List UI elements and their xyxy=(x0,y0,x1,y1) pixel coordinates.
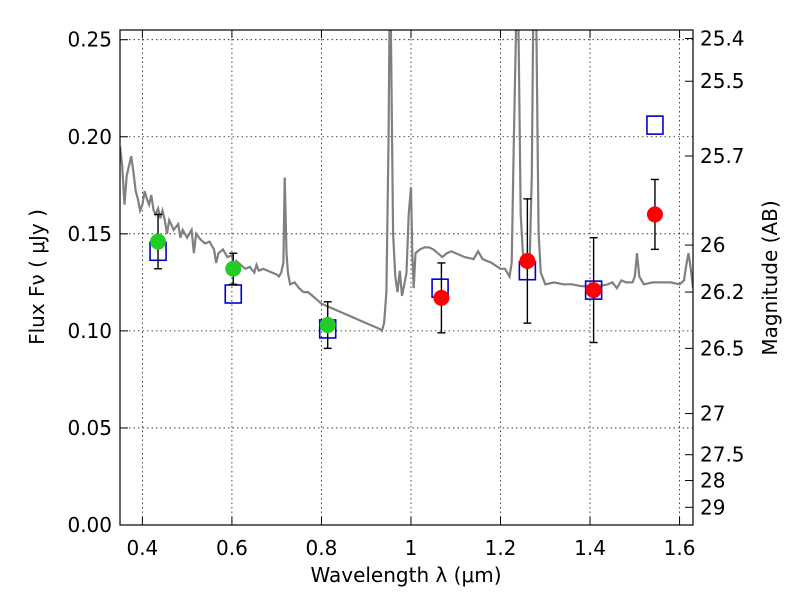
optical-point xyxy=(150,233,167,250)
x-tick-label: 1 xyxy=(405,536,418,560)
y-tick-label: 0.25 xyxy=(67,28,112,52)
model-point xyxy=(646,115,664,135)
optical-point xyxy=(225,260,242,277)
right-tick-label: 29 xyxy=(700,495,725,519)
right-axis-label: Magnitude (AB) xyxy=(758,200,782,355)
data-points xyxy=(149,115,664,350)
y-axis-ticks: 0.00 0.05 0.10 0.15 0.20 0.25 xyxy=(67,28,128,537)
right-tick-label: 25.4 xyxy=(700,27,745,51)
grid-lines xyxy=(120,30,693,525)
right-tick-label: 25.7 xyxy=(700,144,745,168)
x-axis-ticks: 0.4 0.6 0.8 1 1.2 1.4 1.6 xyxy=(126,30,695,560)
y-tick-label: 0.15 xyxy=(67,222,112,246)
right-tick-label: 27.5 xyxy=(700,443,745,467)
model-spectrum xyxy=(120,30,693,333)
y-tick-label: 0.05 xyxy=(67,416,112,440)
x-tick-label: 0.4 xyxy=(126,536,158,560)
y-tick-label: 0.10 xyxy=(67,319,112,343)
optical-point xyxy=(319,317,336,334)
right-tick-label: 26.5 xyxy=(700,336,745,360)
x-axis-label: Wavelength λ (μm) xyxy=(310,563,501,587)
y-tick-label: 0.00 xyxy=(67,513,112,537)
nir-point xyxy=(585,282,602,299)
x-tick-label: 1.6 xyxy=(664,536,696,560)
x-tick-label: 0.8 xyxy=(306,536,338,560)
nir-point xyxy=(646,206,663,223)
right-tick-label: 27 xyxy=(700,402,725,426)
model-point xyxy=(224,284,243,304)
model-spectrum-line xyxy=(120,30,693,333)
y-axis-label: Flux Fν ( μJy ) xyxy=(25,209,49,345)
plot-frame xyxy=(119,29,694,526)
right-tick-label: 26.2 xyxy=(700,280,745,304)
nir-point xyxy=(433,289,450,306)
right-tick-label: 26 xyxy=(700,233,725,257)
right-tick-label: 25.5 xyxy=(700,69,745,93)
x-tick-label: 1.4 xyxy=(574,536,606,560)
y-tick-label: 0.20 xyxy=(67,125,112,149)
x-tick-label: 1.2 xyxy=(485,536,517,560)
nir-point xyxy=(519,253,536,269)
right-tick-label: 28 xyxy=(700,469,725,493)
x-tick-label: 0.6 xyxy=(216,536,248,560)
